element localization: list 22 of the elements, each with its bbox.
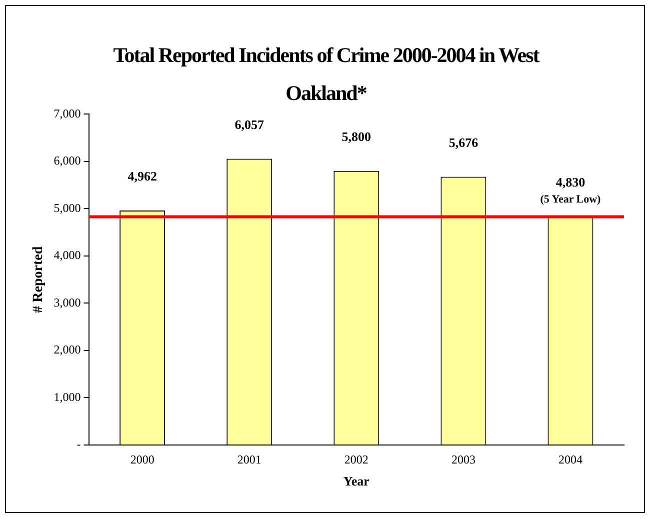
x-tick-label: 2002 (344, 452, 368, 466)
annotation: (5 Year Low) (540, 194, 602, 206)
y-axis-title: # Reported (31, 246, 46, 313)
chart-title: Total Reported Incidents of Crime 2000-2004 in West Oakland* (112, 42, 540, 107)
data-label: 6,057 (234, 116, 264, 132)
x-axis-title: Year (343, 474, 370, 489)
data-label: 4,962 (128, 168, 157, 184)
x-tick-label: 2004 (558, 452, 582, 466)
x-tick-label: 2001 (237, 452, 262, 466)
x-tick-label: 2003 (451, 452, 476, 466)
data-label: 4,830 (556, 174, 586, 190)
x-tick-label: 2000 (130, 452, 154, 466)
y-tick-label: 7,000 (54, 106, 81, 120)
y-tick-label: 6,000 (54, 154, 81, 168)
y-tick-label: - (76, 437, 81, 452)
y-tick-label: 1,000 (54, 390, 81, 404)
y-tick-label: 5,000 (54, 200, 81, 215)
y-tick-label: 3,000 (54, 295, 81, 310)
y-tick-label: 4,000 (54, 248, 81, 262)
data-label: 5,800 (342, 128, 372, 144)
data-label: 5,676 (448, 134, 479, 150)
y-tick-label: 2,000 (54, 342, 81, 357)
